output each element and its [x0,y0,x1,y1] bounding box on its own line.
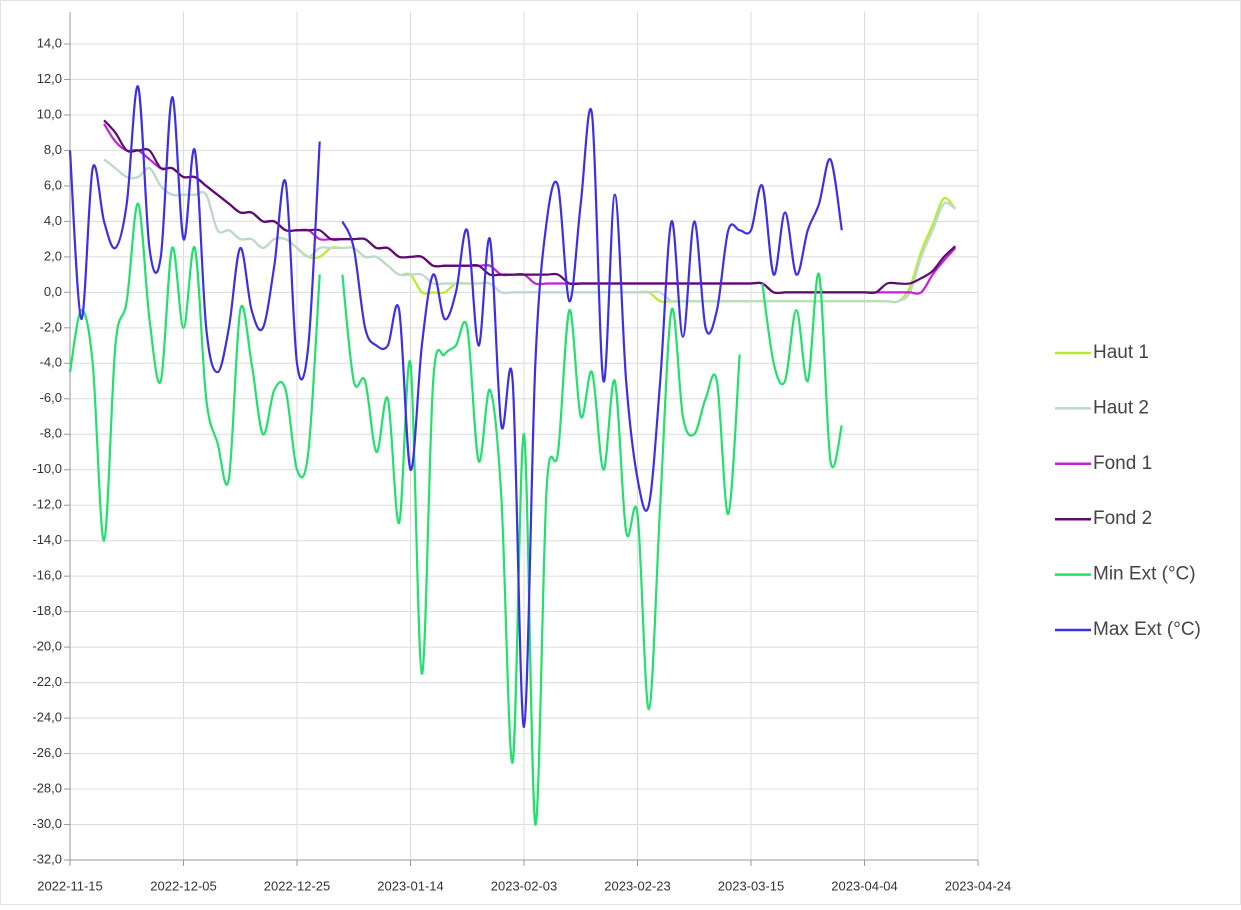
y-tick-label: 4,0 [44,213,62,228]
y-tick-label: 14,0 [37,35,62,50]
y-tick-label: 2,0 [44,248,62,263]
y-tick-label: -26,0 [32,745,62,760]
y-tick-label: -32,0 [32,851,62,866]
y-tick-label: -24,0 [32,710,62,725]
legend-label: Haut 1 [1093,342,1149,363]
y-tick-label: -10,0 [32,461,62,476]
legend-label: Fond 1 [1093,453,1152,474]
y-tick-label: -2,0 [40,319,62,334]
legend-label: Haut 2 [1093,397,1149,418]
y-tick-label: -30,0 [32,816,62,831]
x-tick-label: 2023-01-14 [377,878,444,893]
y-tick-label: -22,0 [32,674,62,689]
y-tick-label: 0,0 [44,284,62,299]
y-tick-label: 12,0 [37,71,62,86]
y-tick-label: -6,0 [40,390,62,405]
y-tick-label: -28,0 [32,780,62,795]
x-tick-label: 2023-02-03 [491,878,558,893]
y-tick-label: -14,0 [32,532,62,547]
y-tick-label: -20,0 [32,639,62,654]
y-tick-label: -16,0 [32,568,62,583]
y-tick-label: 6,0 [44,177,62,192]
x-tick-label: 2023-04-24 [945,878,1012,893]
y-tick-label: -18,0 [32,603,62,618]
x-tick-label: 2023-04-04 [831,878,898,893]
legend-label: Fond 2 [1093,508,1152,529]
x-tick-label: 2023-02-23 [604,878,671,893]
y-tick-label: -4,0 [40,355,62,370]
x-tick-label: 2022-12-25 [264,878,331,893]
y-tick-label: -12,0 [32,497,62,512]
x-tick-label: 2022-12-05 [150,878,217,893]
series-line [103,158,956,303]
legend-label: Min Ext (°C) [1093,564,1196,585]
y-tick-label: -8,0 [40,426,62,441]
x-tick-label: 2022-11-15 [37,878,103,893]
y-tick-label: 8,0 [44,142,62,157]
series-line [68,85,843,729]
y-tick-label: 10,0 [37,106,62,121]
series-line [103,119,957,295]
legend-label: Max Ext (°C) [1093,619,1201,640]
x-tick-label: 2023-03-15 [718,878,785,893]
